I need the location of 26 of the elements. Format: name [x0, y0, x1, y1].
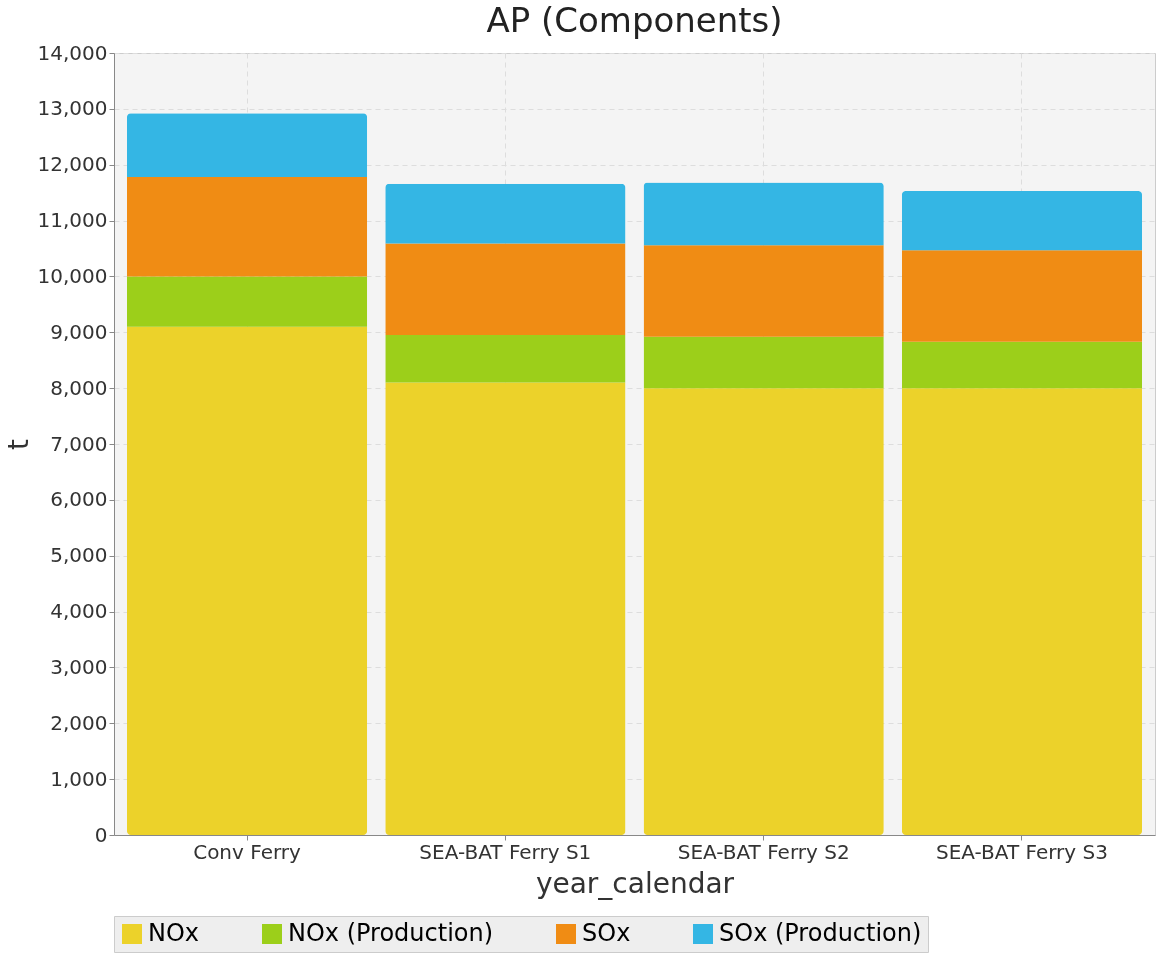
y-axis-title: t [1, 438, 35, 450]
y-tick-label: 11,000 [37, 208, 108, 233]
x-axis-title: year_calendar [535, 866, 735, 900]
y-tick-label: 13,000 [37, 96, 108, 121]
y-tick-label: 4,000 [50, 599, 108, 624]
x-tick-label: SEA-BAT Ferry S1 [419, 839, 592, 864]
y-tick-label: 9,000 [50, 319, 108, 344]
y-tick-label: 7,000 [50, 431, 108, 456]
y-tick-label: 2,000 [50, 710, 108, 735]
y-tick-label: 12,000 [37, 152, 108, 177]
legend-label: SOx (Production) [719, 919, 922, 947]
y-tick-label: 6,000 [50, 487, 108, 512]
y-tick-label: 5,000 [50, 543, 108, 568]
y-tick-label: 10,000 [37, 263, 108, 288]
x-tick-label: Conv Ferry [193, 839, 302, 864]
x-tick-label: SEA-BAT Ferry S2 [677, 839, 850, 864]
x-tick-label: SEA-BAT Ferry S3 [936, 839, 1108, 864]
y-tick-label: 1,000 [50, 766, 108, 791]
legend-label: SOx [582, 919, 631, 947]
legend-label: NOx [148, 919, 200, 947]
y-tick-label: 14,000 [37, 40, 108, 65]
y-tick-label: 3,000 [50, 654, 108, 679]
legend-label: NOx (Production) [288, 919, 494, 947]
y-tick-label: 8,000 [50, 375, 108, 400]
chart-title: AP (Components) [486, 0, 783, 40]
y-tick-label: 0 [94, 822, 108, 847]
